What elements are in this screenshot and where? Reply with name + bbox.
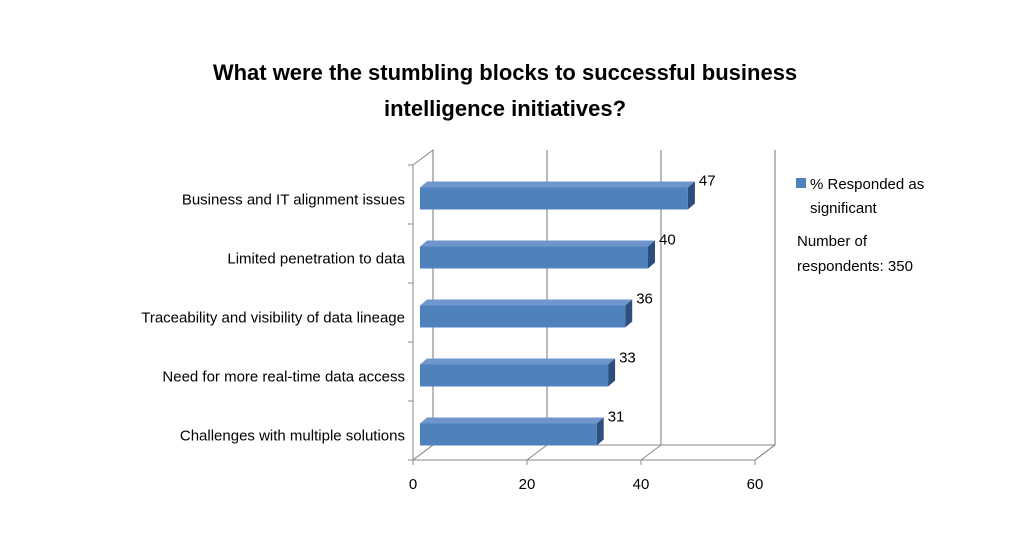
y-tick-label: Challenges with multiple solutions — [180, 427, 405, 444]
bar — [420, 181, 695, 210]
data-label: 40 — [659, 231, 676, 248]
bar — [420, 240, 655, 269]
bar — [420, 417, 604, 446]
x-tick-label: 0 — [409, 476, 417, 493]
data-label: 36 — [636, 290, 653, 307]
grid-line — [526, 444, 548, 461]
x-tick-label: 20 — [519, 476, 536, 493]
data-label: 33 — [619, 349, 636, 366]
legend-label: % Responded as significant — [810, 176, 925, 217]
data-label: 31 — [608, 408, 625, 425]
grid-line — [754, 444, 776, 461]
y-tick-label: Traceability and visibility of data line… — [141, 309, 405, 326]
x-tick-label: 60 — [747, 476, 764, 493]
grid-line — [640, 444, 662, 461]
legend-swatch — [796, 178, 806, 188]
bar — [420, 358, 616, 387]
y-tick-label: Need for more real-time data access — [162, 368, 405, 385]
grid-line — [412, 444, 434, 461]
y-tick-label: Limited penetration to data — [227, 250, 405, 267]
y-tick-label: Business and IT alignment issues — [182, 191, 405, 208]
chart-title: What were the stumbling blocks to succes… — [212, 60, 798, 121]
annotation: Number of respondents: 350 — [797, 233, 913, 275]
data-label: 47 — [699, 172, 716, 189]
bar — [420, 299, 633, 328]
x-tick-label: 40 — [633, 476, 650, 493]
